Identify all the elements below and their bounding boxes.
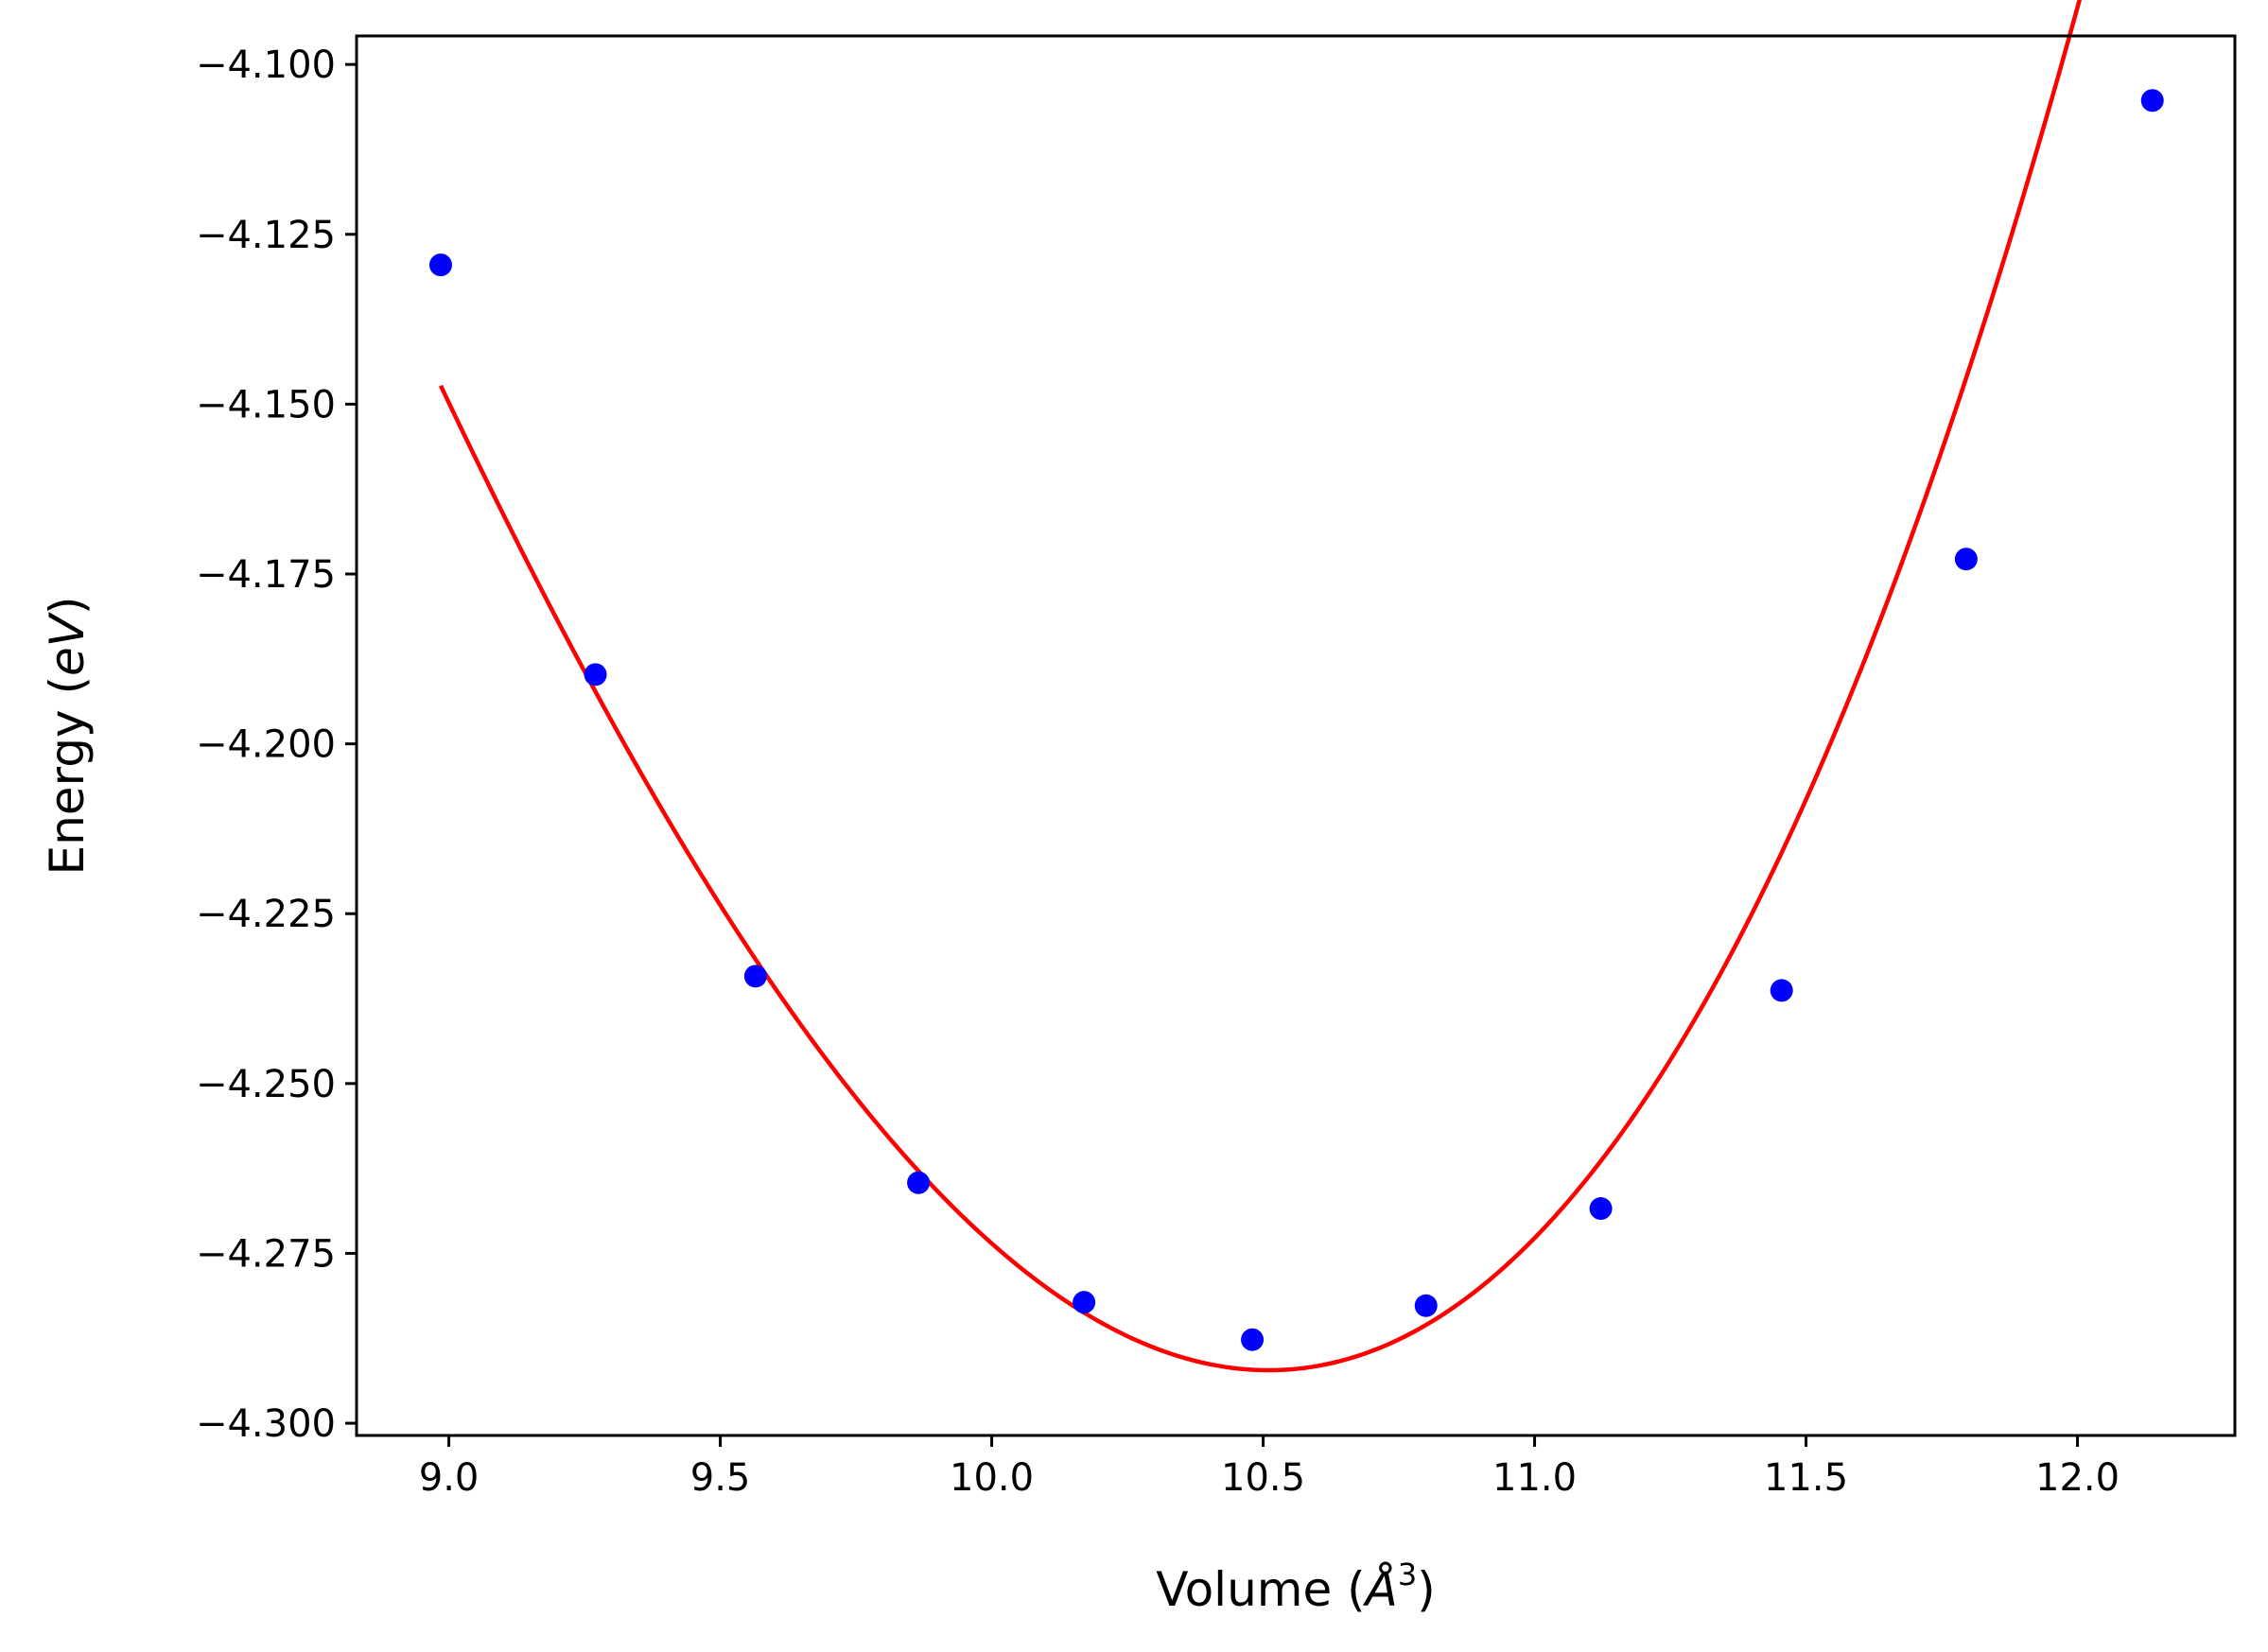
data-point: [428, 253, 452, 277]
data-point: [1414, 1294, 1438, 1317]
x-tick-label: 11.5: [1764, 1456, 1848, 1500]
y-tick-label: −4.225: [196, 893, 336, 936]
y-tick-label: −4.200: [196, 723, 336, 767]
y-tick-label: −4.150: [196, 383, 336, 426]
y-tick-label: −4.250: [196, 1063, 336, 1106]
x-tick-label: 10.0: [950, 1456, 1034, 1500]
data-point: [584, 663, 607, 687]
y-tick-label: −4.100: [196, 43, 336, 87]
data-point: [2140, 89, 2164, 113]
y-tick-label: −4.275: [196, 1232, 336, 1276]
data-point: [1589, 1197, 1613, 1221]
y-tick-label: −4.125: [196, 214, 336, 257]
data-point: [1073, 1291, 1096, 1314]
data-point: [907, 1171, 931, 1194]
x-tick-label: 9.0: [419, 1456, 480, 1500]
x-tick-label: 12.0: [2035, 1456, 2120, 1500]
x-tick-label: 9.5: [690, 1456, 751, 1500]
x-axis-ticks: 9.0 9.5 10.0 10.5 11.0 11.5 12.0: [419, 1435, 2120, 1500]
y-tick-label: −4.300: [196, 1402, 336, 1446]
data-point: [1241, 1328, 1265, 1351]
data-point: [743, 965, 767, 988]
x-tick-label: 10.5: [1221, 1456, 1305, 1500]
data-point: [1954, 548, 1978, 571]
fit-curve: [438, 0, 2083, 1373]
data-points: [428, 89, 2164, 1351]
y-axis-label: Energy (eV): [40, 597, 95, 876]
axes-frame: [355, 34, 2237, 1437]
data-point: [1770, 979, 1793, 1002]
y-axis-ticks: −4.100 −4.125 −4.150 −4.175 −4.200 −4.225 −4.2…: [196, 43, 357, 1446]
x-tick-label: 11.0: [1492, 1456, 1577, 1500]
y-tick-label: −4.175: [196, 553, 336, 597]
x-axis-label: Volume (Å3): [1156, 1556, 1435, 1617]
